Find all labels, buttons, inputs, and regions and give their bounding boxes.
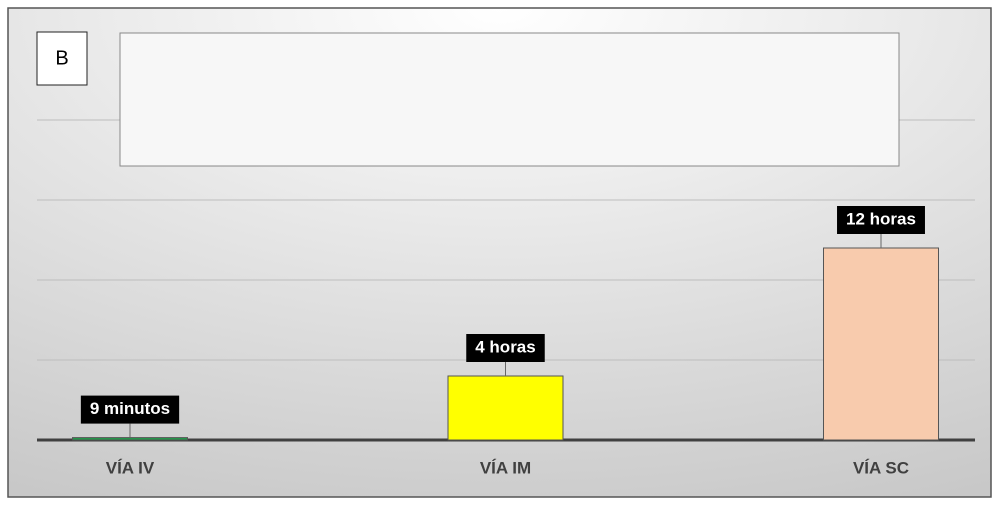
data-label-box bbox=[80, 395, 180, 424]
bar bbox=[823, 247, 939, 441]
x-tick-label: VÍA SC bbox=[853, 458, 909, 477]
data-label-group: 4 horas bbox=[466, 334, 545, 362]
panel-label-box bbox=[36, 31, 88, 86]
data-label: 4 horas bbox=[475, 337, 535, 356]
x-tick-label: VÍA IM bbox=[480, 458, 531, 477]
x-tick-label: VÍA IV bbox=[106, 458, 155, 477]
bar bbox=[447, 375, 564, 441]
bar bbox=[72, 437, 188, 441]
data-label-group: 9 minutos bbox=[80, 395, 180, 424]
data-label-box bbox=[466, 334, 545, 362]
data-label-box bbox=[837, 206, 925, 234]
plot-area: VÍA IV 9 minutos VÍA IM 4 horas VÍA SC 12 hor… bbox=[37, 119, 975, 477]
data-label: 12 horas bbox=[846, 209, 916, 228]
data-label-group: 12 horas bbox=[837, 206, 925, 234]
panel-label: B bbox=[55, 47, 68, 69]
legend-box bbox=[119, 32, 900, 167]
data-label: 9 minutos bbox=[90, 399, 170, 418]
